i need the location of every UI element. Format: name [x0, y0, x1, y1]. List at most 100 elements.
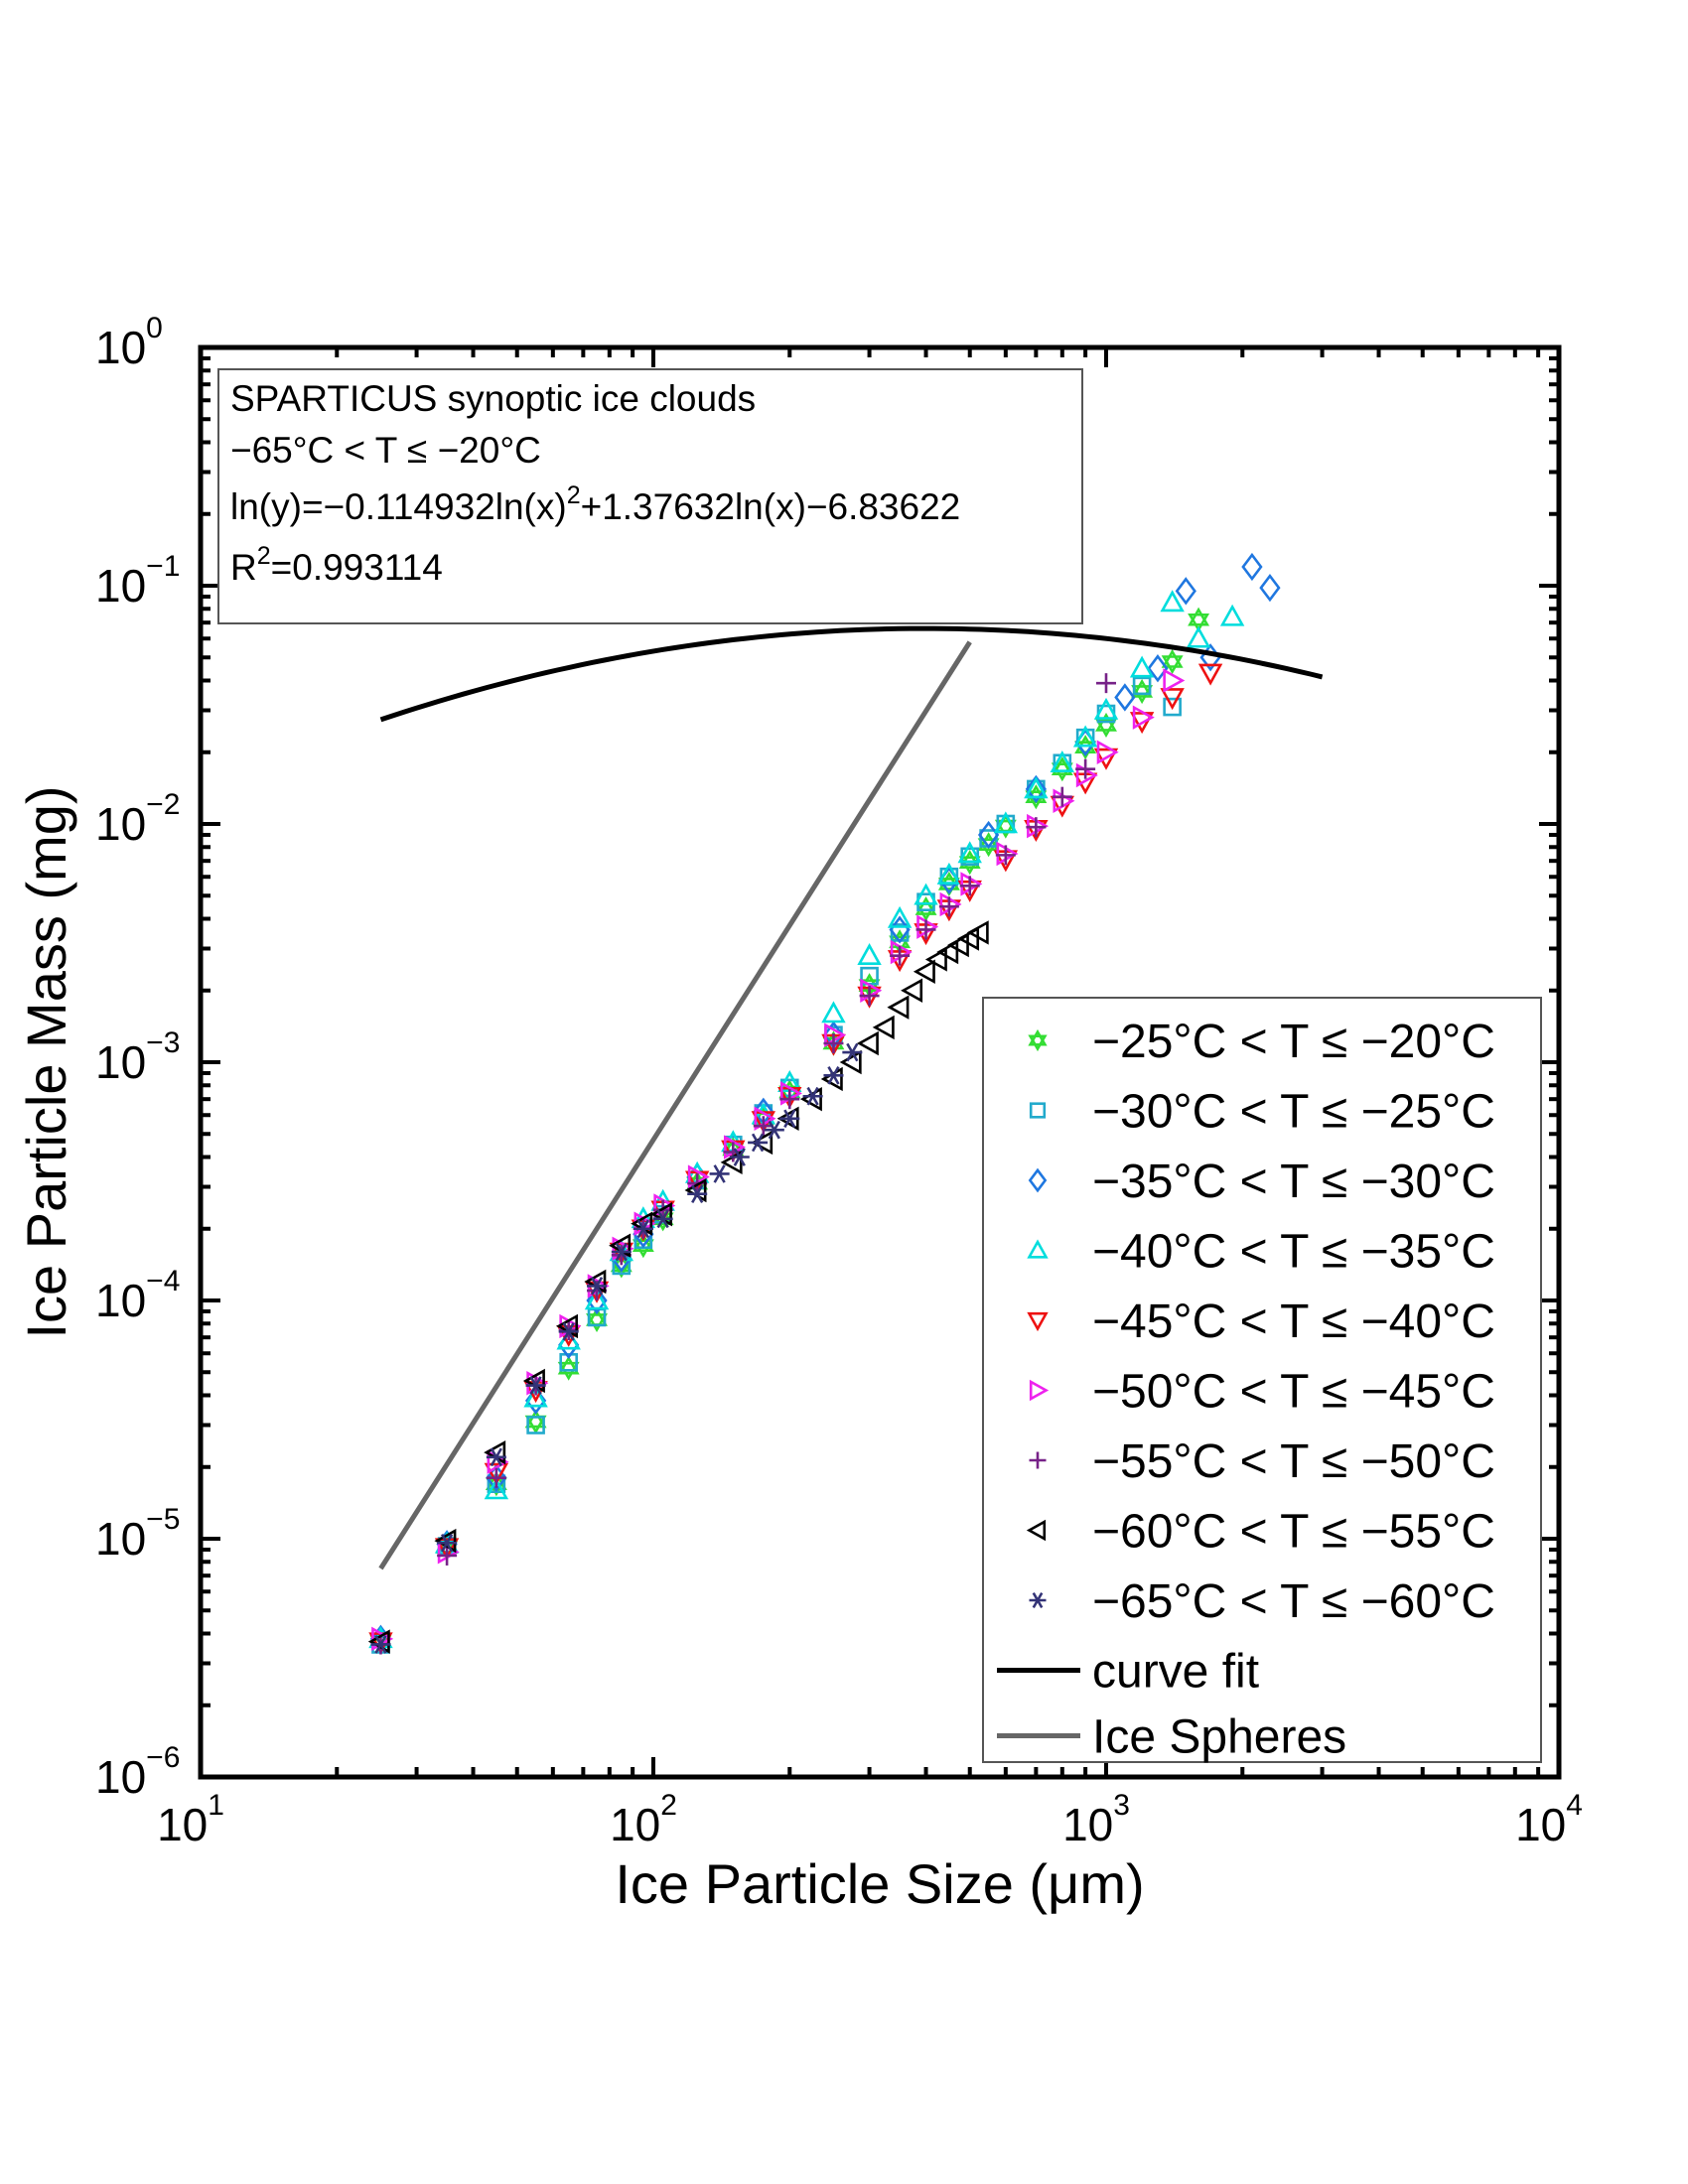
- legend-label: −60°C < T ≤ −55°C: [1092, 1506, 1495, 1559]
- data-point: [1132, 676, 1152, 696]
- annotation-line-4-part-a: R: [230, 547, 257, 588]
- legend-marker: [1029, 1102, 1047, 1119]
- legend-label: −25°C < T ≤ −20°C: [1092, 1016, 1495, 1068]
- data-point: [1160, 688, 1185, 711]
- marker-layer: [367, 552, 1324, 1655]
- data-point: [484, 1462, 509, 1485]
- legend-entry: −30°C < T ≤ −25°C: [1029, 1086, 1495, 1139]
- annotation-line-1: SPARTICUS synoptic ice clouds: [230, 378, 756, 419]
- data-point: [936, 939, 959, 965]
- data-point: [525, 1376, 546, 1395]
- data-point: [437, 1533, 458, 1553]
- y-tick-label: 10−2: [95, 788, 180, 850]
- data-point: [1129, 655, 1155, 678]
- legend-marker: [1029, 1379, 1050, 1402]
- series-9: [370, 1042, 863, 1654]
- data-point: [872, 1015, 895, 1040]
- data-point: [1186, 625, 1211, 648]
- y-tick-label: 10−5: [95, 1503, 180, 1565]
- data-point: [437, 1545, 458, 1566]
- data-point: [484, 1477, 509, 1500]
- legend-entries: −25°C < T ≤ −20°C −30°C < T ≤ −25°C −35°C …: [997, 1016, 1495, 1764]
- data-point: [687, 1184, 708, 1203]
- data-point: [821, 1001, 846, 1024]
- data-point: [1241, 552, 1263, 582]
- data-point: [1131, 678, 1154, 705]
- data-point: [524, 1409, 547, 1434]
- data-point: [584, 1288, 610, 1310]
- data-point: [1096, 673, 1116, 694]
- legend-label: −35°C < T ≤ −30°C: [1092, 1156, 1495, 1208]
- data-point: [1093, 748, 1119, 770]
- tick-layer: 101 102 103 104 100 10−1 10−2 10−3 10−4 10−5 10−6: [95, 312, 1583, 1850]
- data-point: [957, 926, 980, 951]
- legend-label: −30°C < T ≤ −25°C: [1092, 1086, 1495, 1139]
- data-point: [779, 1109, 800, 1129]
- legend-marker: [1029, 1591, 1047, 1609]
- y-tick-label: 10−6: [95, 1741, 180, 1803]
- legend-entry: −50°C < T ≤ −45°C: [1029, 1366, 1495, 1419]
- legend-marker: [1029, 1451, 1047, 1469]
- data-point: [1161, 648, 1184, 675]
- fit-layer: [378, 640, 972, 1570]
- data-point: [946, 932, 969, 958]
- data-point: [993, 811, 1019, 834]
- data-point: [1024, 776, 1049, 799]
- data-point: [959, 876, 980, 896]
- data-point: [859, 986, 880, 1007]
- data-point: [1163, 668, 1186, 693]
- legend-label: −65°C < T ≤ −60°C: [1092, 1575, 1495, 1628]
- data-point: [486, 1447, 506, 1467]
- data-point: [966, 920, 989, 945]
- legend-entry: Ice Spheres: [997, 1711, 1346, 1764]
- legend-entry: −60°C < T ≤ −55°C: [1026, 1506, 1495, 1559]
- data-point: [1175, 577, 1196, 606]
- data-point: [977, 820, 1000, 850]
- data-point: [936, 862, 962, 885]
- legend-label: −40°C < T ≤ −35°C: [1092, 1226, 1495, 1279]
- data-point: [1132, 705, 1155, 730]
- legend-marker: [1028, 1028, 1048, 1052]
- annotation-line-3: ln(y)=−0.114932ln(x)2+1.37632ln(x)−6.836…: [230, 481, 960, 527]
- data-point: [1147, 654, 1169, 683]
- data-point: [901, 978, 923, 1003]
- data-point: [558, 1322, 579, 1341]
- data-point: [1025, 774, 1047, 804]
- data-point: [924, 947, 947, 972]
- data-point: [957, 841, 982, 864]
- legend-entry: −65°C < T ≤ −60°C: [1029, 1575, 1495, 1628]
- data-point: [709, 1164, 730, 1183]
- data-point: [559, 1353, 578, 1372]
- data-point: [802, 1086, 823, 1106]
- legend-label: −45°C < T ≤ −40°C: [1092, 1296, 1495, 1348]
- data-point: [486, 1467, 506, 1488]
- data-point: [370, 1635, 391, 1654]
- data-point: [633, 1219, 653, 1239]
- legend-marker: [1027, 1239, 1049, 1259]
- data-point: [1219, 604, 1245, 626]
- data-point: [1072, 725, 1098, 748]
- data-point: [823, 1066, 844, 1085]
- annotation-line-2: −65°C < T ≤ −20°C: [230, 430, 541, 471]
- x-axis-title: Ice Particle Size (μm): [615, 1852, 1144, 1915]
- x-tick-label: 101: [157, 1789, 224, 1850]
- data-point: [887, 995, 910, 1020]
- y-tick-label: 10−1: [95, 550, 180, 612]
- data-point: [938, 896, 959, 917]
- data-point: [914, 883, 938, 905]
- data-point: [526, 1416, 545, 1434]
- annotation-frame: [217, 368, 1083, 624]
- legend-marker: [1026, 1519, 1047, 1542]
- data-point: [1093, 697, 1119, 720]
- data-point: [764, 1120, 784, 1140]
- legend-marker: [1028, 1167, 1048, 1193]
- data-point: [1075, 758, 1096, 779]
- data-point: [1114, 683, 1136, 712]
- data-point: [857, 943, 882, 965]
- legend-entry: curve fit: [997, 1646, 1259, 1699]
- data-point: [839, 1049, 862, 1075]
- data-point: [1052, 786, 1072, 807]
- x-tick-label: 104: [1515, 1789, 1583, 1850]
- data-point: [586, 1286, 608, 1315]
